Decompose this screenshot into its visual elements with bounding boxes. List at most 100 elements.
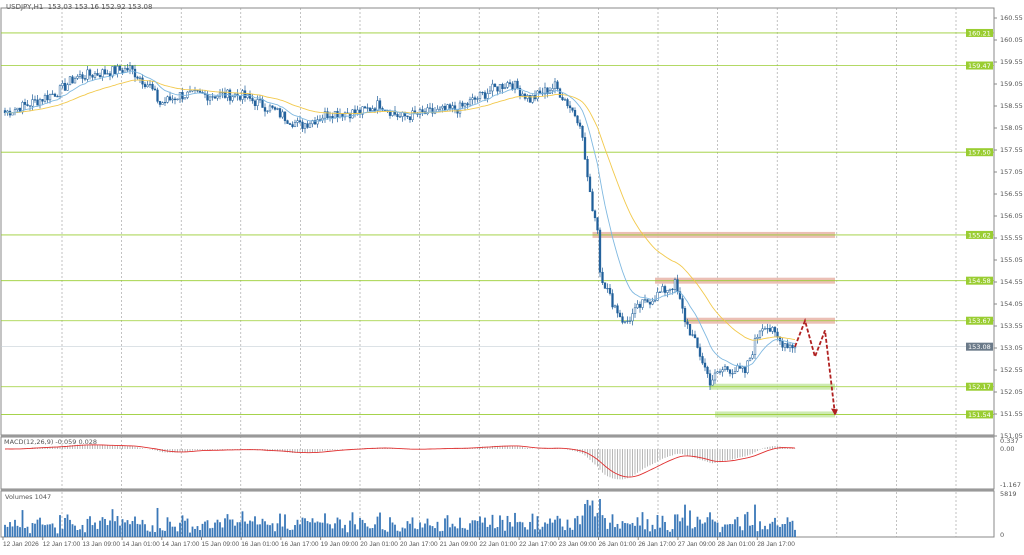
- volume-bar: [431, 526, 434, 537]
- volume-bar: [261, 518, 264, 537]
- volume-bar: [359, 518, 361, 537]
- candle-body: [316, 119, 319, 125]
- candle-body: [136, 76, 139, 79]
- volume-bar: [764, 525, 766, 537]
- candle-body: [286, 120, 289, 124]
- volume-bar: [339, 519, 341, 537]
- candle-body: [568, 105, 572, 109]
- volume-bar: [139, 524, 141, 537]
- volume-bar: [419, 522, 421, 537]
- volume-bar: [164, 530, 166, 537]
- candle-body: [536, 90, 539, 100]
- candle-body: [601, 271, 604, 283]
- candle-body: [586, 159, 589, 178]
- volume-bar: [389, 517, 391, 537]
- volume-bar: [464, 528, 466, 537]
- volume-bar: [391, 522, 394, 537]
- volume-bar: [324, 513, 326, 537]
- candle-body: [243, 90, 247, 98]
- candle-body: [596, 217, 599, 231]
- candle-body: [123, 67, 127, 73]
- price-tick-label: 153.05: [1000, 344, 1023, 352]
- volume-bar: [231, 519, 234, 537]
- candle-body: [471, 97, 474, 100]
- candle-body: [626, 320, 629, 322]
- volume-bar: [286, 528, 289, 537]
- volume-bar: [124, 522, 126, 537]
- volume-bar: [184, 520, 186, 537]
- volume-bar: [584, 503, 586, 537]
- volume-bar: [39, 517, 41, 537]
- volume-bar: [556, 515, 559, 537]
- volume-bar: [181, 515, 184, 537]
- time-tick-label: 12 Jan 2026: [3, 541, 39, 548]
- time-tick-label: 28 Jan 17:00: [757, 541, 795, 548]
- volume-bar: [249, 520, 251, 537]
- main-panel-frame: [0, 7, 995, 436]
- volume-bar: [509, 522, 511, 537]
- volume-bar: [699, 519, 701, 537]
- candle-body: [91, 75, 94, 78]
- volume-bar: [524, 527, 526, 537]
- candle-body: [543, 87, 547, 95]
- volume-bar: [619, 528, 621, 537]
- candle-body: [441, 105, 444, 109]
- volume-bar: [41, 524, 44, 537]
- volume-bar: [159, 528, 161, 537]
- volume-bar: [624, 523, 626, 537]
- volume-bar: [486, 526, 489, 537]
- volume-bar: [569, 527, 571, 537]
- volume-bar: [504, 530, 506, 537]
- time-tick-label: 12 Jan 17:00: [43, 541, 81, 548]
- candle-body: [251, 98, 254, 102]
- volume-bar: [474, 520, 476, 537]
- volume-bar: [686, 525, 689, 537]
- candle-body: [506, 82, 509, 88]
- candle-body: [766, 328, 769, 330]
- volume-bar: [601, 515, 604, 537]
- volume-bar: [399, 531, 401, 537]
- volume-bar: [651, 524, 654, 537]
- volume-bar: [244, 521, 246, 537]
- candle-body: [761, 328, 764, 332]
- candle-body: [138, 77, 142, 79]
- volume-bar: [14, 519, 16, 537]
- candle-body: [721, 369, 724, 373]
- candle-body: [628, 320, 632, 322]
- candle-body: [478, 92, 482, 99]
- candle-body: [531, 95, 534, 103]
- volume-bar: [46, 524, 49, 537]
- candle-body: [263, 107, 267, 112]
- volume-bar: [336, 517, 339, 537]
- candle-body: [443, 105, 447, 111]
- volume-bar: [69, 519, 71, 537]
- volume-bar: [74, 525, 76, 537]
- volume-bar: [639, 525, 641, 537]
- candle-body: [296, 120, 299, 123]
- volume-bar: [321, 522, 324, 537]
- volume-bar: [519, 521, 521, 537]
- candle-body: [256, 99, 259, 106]
- candle-body: [141, 77, 144, 85]
- volume-bar: [9, 522, 11, 537]
- candle-body: [636, 303, 639, 309]
- volume-bar: [311, 518, 314, 537]
- candle-body: [373, 108, 377, 111]
- candle-body: [328, 116, 332, 118]
- volume-bar: [576, 515, 579, 537]
- candle-body: [613, 305, 617, 308]
- volume-bar: [751, 524, 754, 537]
- candle-body: [746, 360, 749, 374]
- volume-bar: [36, 519, 39, 537]
- volume-bar: [676, 514, 679, 537]
- price-tick-label: 160.05: [1000, 36, 1023, 44]
- volume-bar: [491, 514, 494, 537]
- candle-body: [168, 96, 172, 101]
- candle-body: [96, 73, 99, 76]
- volume-bar: [649, 531, 651, 537]
- volume-bar: [469, 523, 471, 537]
- time-tick-label: 26 Jan 01:00: [599, 541, 637, 548]
- price-tick-label: 154.55: [1000, 278, 1023, 286]
- volume-bar: [404, 528, 406, 537]
